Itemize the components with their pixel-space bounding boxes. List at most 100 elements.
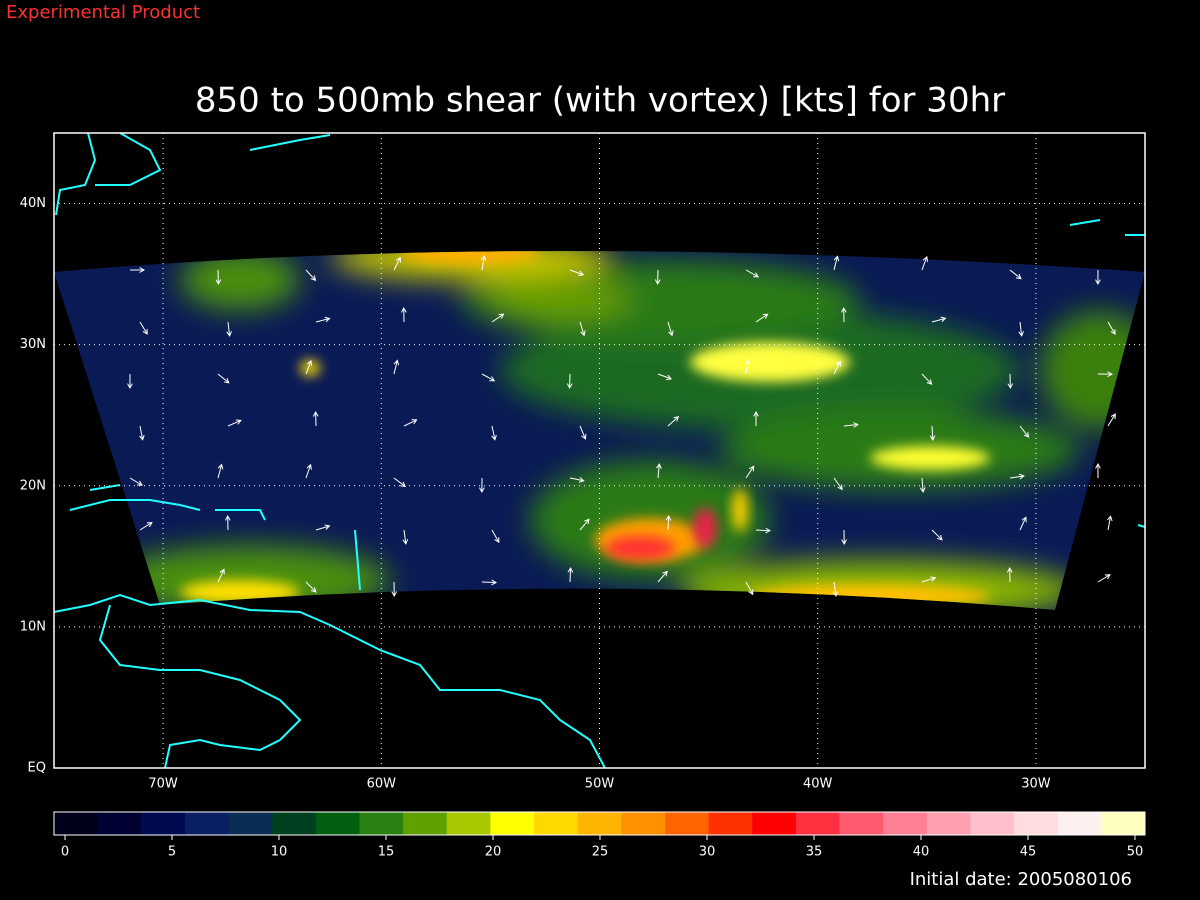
colorbar-frame [53, 811, 1146, 836]
colorbar-cell [1014, 812, 1059, 835]
colorbar-cell [534, 812, 579, 835]
colorbar-cell [490, 812, 535, 835]
y-tick-label: 20N [20, 478, 46, 493]
wind-arrow [491, 313, 505, 323]
wind-arrow [130, 267, 146, 273]
colorbar-cell [228, 812, 273, 835]
wind-arrow [657, 570, 668, 583]
wind-arrow [569, 477, 585, 483]
x-tick-label: 30W [1021, 777, 1051, 792]
wind-arrow [227, 419, 242, 427]
wind-arrow [1018, 321, 1025, 337]
wind-vectors [127, 255, 1116, 598]
wind-arrow [391, 581, 398, 598]
wind-arrow [657, 373, 673, 381]
wind-arrow [393, 256, 401, 271]
wind-arrow [567, 566, 574, 583]
x-tick-label: 60W [367, 777, 397, 792]
colorbar-tick-label: 0 [61, 845, 69, 860]
wind-arrow [217, 463, 224, 479]
wind-arrow [1097, 574, 1111, 583]
wind-arrow [129, 477, 143, 486]
wind-arrow [1095, 269, 1101, 286]
y-tick-label: 30N [20, 337, 46, 352]
wind-arrow [491, 425, 497, 441]
colorbar-cell [1101, 812, 1146, 835]
colorbar-cell [970, 812, 1015, 835]
wind-arrow [1097, 371, 1114, 377]
colorbar-tick-label: 30 [699, 845, 716, 860]
colorbar-cell [141, 812, 186, 835]
wind-arrow [931, 316, 947, 323]
coastlines [53, 132, 1146, 769]
wind-arrow [491, 529, 500, 544]
wind-arrow [579, 425, 587, 440]
wind-arrow [833, 255, 840, 271]
colorbar-tick-label: 15 [378, 845, 395, 860]
colorbar-cell [315, 812, 360, 835]
colorbar-cell [359, 812, 404, 835]
colorbar-cell [839, 812, 884, 835]
wind-arrow [841, 529, 847, 546]
wind-arrow [667, 415, 680, 427]
wind-arrow [579, 321, 586, 337]
wind-arrow [139, 321, 148, 335]
colorbar-cell [577, 812, 622, 835]
colorbar-tick-label: 5 [168, 845, 176, 860]
wind-arrow [1009, 473, 1025, 480]
wind-arrow [217, 568, 225, 583]
colorbar-cell [883, 812, 928, 835]
wind-arrow [224, 514, 231, 531]
wind-arrow [921, 373, 933, 385]
x-tick-label: 70W [148, 777, 178, 792]
colorbar-cell [795, 812, 841, 835]
wind-arrow [305, 581, 317, 593]
x-tick-label: 40W [803, 777, 833, 792]
wind-arrow [1095, 462, 1101, 479]
wind-arrow [753, 410, 759, 427]
wind-arrow [402, 529, 409, 545]
wind-arrow [479, 477, 485, 494]
y-tick-label: 40N [20, 196, 46, 211]
wind-arrow [226, 321, 232, 337]
colorbar-tick-label: 20 [485, 845, 502, 860]
wind-arrow [665, 514, 672, 531]
colorbar-cell [708, 812, 753, 835]
wind-arrow [393, 359, 400, 375]
x-tick-label: 50W [585, 777, 615, 792]
plot-frame [53, 132, 1146, 769]
colorbar-tick-label: 40 [913, 845, 930, 860]
wind-arrow [579, 518, 590, 531]
wind-arrow [1107, 321, 1116, 335]
wind-arrow [843, 422, 859, 428]
wind-arrow [656, 463, 662, 479]
wind-arrow [1019, 425, 1030, 438]
wind-arrow [919, 477, 926, 494]
header-label: Experimental Product [6, 2, 200, 23]
wind-arrow [312, 410, 319, 427]
y-tick-label: EQ [28, 761, 46, 776]
wind-arrow [569, 269, 585, 276]
wind-arrow [305, 463, 312, 479]
wind-arrow [832, 581, 839, 597]
colorbar-cell [97, 812, 142, 835]
colorbar-cell [54, 812, 99, 835]
wind-arrow [745, 269, 760, 278]
wind-arrow [403, 419, 418, 427]
colorbar-cell [184, 812, 230, 835]
wind-arrow [1006, 566, 1013, 583]
wind-arrow [305, 269, 317, 282]
colorbar-tick-label: 35 [806, 845, 823, 860]
wind-arrow [755, 527, 772, 534]
colorbar-cell [403, 812, 448, 835]
wind-arrow [1009, 269, 1022, 280]
colorbar-tick-label: 25 [592, 845, 609, 860]
wind-arrow [215, 269, 222, 286]
colorbar-cell [752, 812, 797, 835]
colorbar-tick-label: 10 [271, 845, 288, 860]
wind-arrow [929, 425, 936, 442]
wind-arrow [315, 524, 331, 531]
wind-arrow [400, 306, 407, 323]
wind-arrow [840, 306, 847, 323]
wind-arrow [217, 373, 230, 384]
